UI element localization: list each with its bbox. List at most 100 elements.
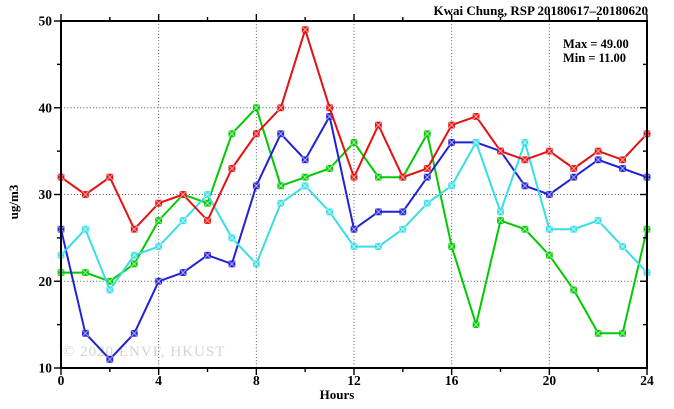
marker-cross [81,329,90,338]
marker-cross [399,173,407,181]
marker-cross [521,155,529,164]
y-tick-label: 10 [39,361,53,376]
marker-cross [374,121,383,129]
marker-cross [81,268,90,277]
marker-cross [228,164,236,173]
marker-cross [179,190,187,199]
watermark: © 2020 ENVF, HKUST [63,344,226,360]
marker-cross [228,129,236,138]
marker-cross [594,329,602,338]
marker-cross [423,173,432,181]
marker-cross [350,242,358,251]
marker-cross [252,182,261,190]
marker-cross [350,173,358,181]
x-tick-label: 12 [347,373,361,388]
marker-cross [496,216,505,225]
marker-cross [569,286,578,294]
max-annotation: Max = 49.00 [563,37,629,51]
min-annotation: Min = 11.00 [563,51,627,65]
marker-cross [350,225,358,234]
marker-cross [228,234,236,242]
marker-cross [618,164,627,173]
x-tick-label: 20 [543,373,557,388]
marker-cross [399,225,407,234]
marker-cross [569,173,578,181]
x-tick-label: 24 [640,373,654,388]
marker-cross [154,216,163,225]
marker-cross [423,199,432,207]
chart-title: Kwai Chung, RSP 20180617–20180620 [433,3,648,18]
marker-cross [447,242,456,251]
marker-cross [154,277,163,286]
marker-cross [276,129,285,138]
marker-cross [154,242,163,251]
marker-cross [325,103,334,112]
x-tick-label: 16 [445,373,459,388]
marker-cross [301,182,309,190]
marker-cross [130,329,139,338]
marker-cross [252,129,261,138]
marker-cross [569,164,578,173]
x-axis-label: Hours [319,387,355,402]
marker-cross [130,225,139,234]
marker-cross [374,173,383,181]
marker-cross [301,173,309,181]
marker-cross [472,138,480,147]
marker-cross [154,199,163,207]
marker-cross [594,155,602,164]
marker-cross [252,103,261,112]
y-tick-label: 50 [39,14,53,29]
marker-cross [521,182,529,190]
y-tick-label: 30 [39,187,53,202]
marker-cross [618,329,627,338]
marker-cross [545,190,554,199]
marker-cross [374,208,383,216]
marker-cross [496,147,505,155]
marker-cross [423,164,432,173]
marker-cross [594,147,602,155]
marker-cross [447,121,456,129]
marker-cross [496,208,505,216]
marker-cross [203,251,212,260]
marker-cross [106,173,114,181]
marker-cross [325,164,334,173]
marker-cross [203,190,212,199]
marker-cross [521,225,529,234]
marker-cross [618,242,627,251]
marker-cross [203,199,212,207]
marker-cross [423,129,432,138]
marker-cross [276,199,285,207]
marker-cross [374,242,383,251]
marker-cross [301,155,309,164]
marker-cross [350,138,358,147]
marker-cross [569,225,578,234]
marker-cross [130,251,139,260]
marker-cross [325,208,334,216]
marker-cross [81,225,90,234]
marker-cross [228,260,236,268]
y-axis-label: ug/m3 [6,184,21,220]
marker-cross [399,208,407,216]
marker-cross [106,355,114,364]
marker-cross [447,138,456,147]
marker-cross [521,138,529,147]
marker-cross [179,268,187,277]
marker-cross [545,147,554,155]
marker-cross [301,25,309,34]
marker-cross [203,216,212,225]
x-tick-label: 4 [155,373,162,388]
marker-cross [545,251,554,260]
marker-cross [276,182,285,190]
marker-cross [81,190,90,199]
marker-cross [545,225,554,234]
marker-cross [472,320,480,329]
y-tick-label: 40 [39,100,53,115]
marker-cross [618,155,627,164]
marker-cross [447,182,456,190]
marker-cross [276,103,285,112]
marker-cross [130,260,139,268]
marker-cross [472,112,480,121]
marker-cross [594,216,602,225]
